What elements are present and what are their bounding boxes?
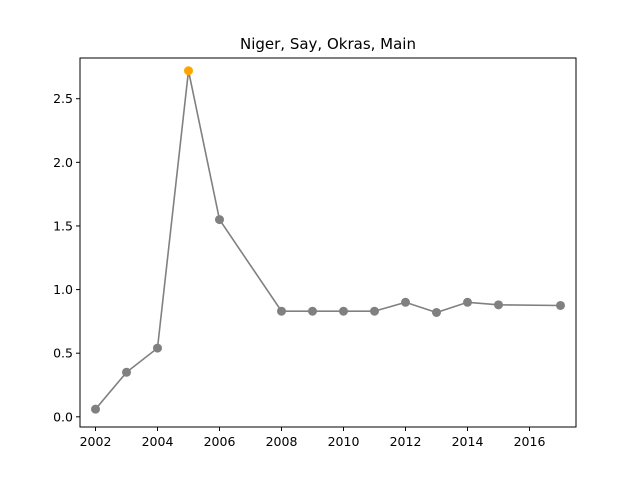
data-point	[277, 306, 286, 316]
x-tick-label: 2006	[204, 434, 236, 449]
y-tick-label: 2.5	[53, 91, 73, 106]
data-point	[122, 367, 131, 377]
series-line	[94, 70, 561, 410]
data-point	[339, 306, 348, 316]
x-tick-label: 2016	[514, 434, 546, 449]
x-tick-label: 2010	[328, 434, 360, 449]
data-point	[556, 300, 565, 310]
data-point	[308, 306, 317, 316]
data-point	[463, 297, 472, 307]
data-point	[432, 307, 441, 317]
y-tick-label: 1.0	[53, 282, 73, 297]
data-point	[494, 300, 503, 310]
y-tick-label: 0.5	[53, 346, 73, 361]
x-tick-label: 2014	[452, 434, 484, 449]
data-point	[91, 404, 100, 414]
x-tick-label: 2008	[266, 434, 298, 449]
data-point	[401, 297, 410, 307]
plot-frame	[79, 57, 577, 428]
x-axis: 2002 2004 2006 2008 2010 2012 2014 2016	[80, 427, 546, 449]
y-tick-label: 2.0	[53, 155, 73, 170]
x-tick-label: 2002	[80, 434, 112, 449]
data-point	[153, 343, 162, 353]
y-tick-label: 0.0	[53, 409, 73, 424]
highlighted-data-point	[184, 66, 193, 76]
y-tick-label: 1.5	[53, 218, 73, 233]
data-point	[370, 306, 379, 316]
y-axis: 0.0 0.5 1.0 1.5 2.0 2.5	[53, 91, 80, 424]
data-points	[91, 66, 565, 414]
data-point	[215, 215, 224, 225]
x-tick-label: 2012	[390, 434, 422, 449]
chart-title: Niger, Say, Okras, Main	[240, 35, 416, 53]
x-tick-label: 2004	[142, 434, 174, 449]
